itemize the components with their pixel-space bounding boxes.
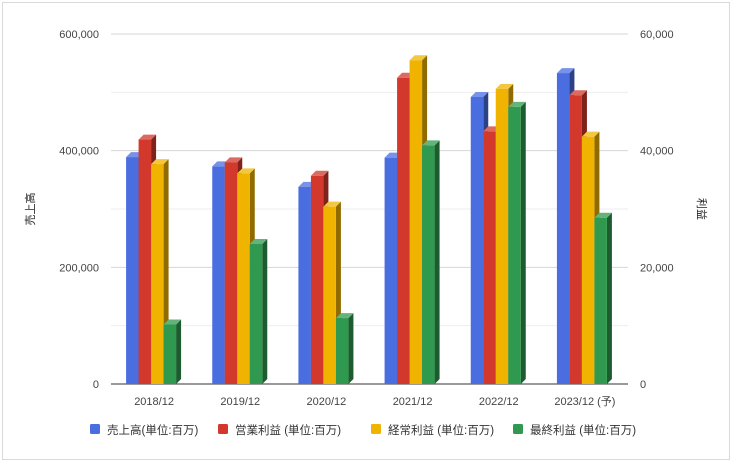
legend-swatch — [218, 424, 228, 434]
bar-3-0 — [163, 319, 182, 384]
legend-item: 売上高(単位:百万) — [90, 423, 199, 437]
y-right-axis-ticks: 0 20,000 40,000 60,000 — [640, 29, 674, 391]
y-left-tick-label: 400,000 — [59, 146, 99, 158]
bar-3-1 — [249, 239, 268, 384]
x-tick-label: 2022/12 — [479, 396, 519, 408]
y-right-tick-label: 60,000 — [640, 29, 674, 41]
y-right-tick-label: 20,000 — [640, 262, 674, 274]
bar-3-5 — [594, 212, 612, 384]
y-right-tick-label: 40,000 — [640, 146, 674, 158]
legend: 売上高(単位:百万) 営業利益 (単位:百万) 経常利益 (単位:百万) 最終利益 (… — [90, 423, 636, 437]
y-left-tick-label: 200,000 — [59, 262, 99, 274]
y-left-tick-label: 0 — [93, 379, 99, 391]
legend-label: 最終利益 (単位:百万) — [530, 423, 636, 437]
y-left-axis-ticks: 0 200,000 400,000 600,000 — [59, 29, 99, 391]
bar-3-2 — [335, 313, 354, 384]
bar-3-4 — [508, 101, 526, 385]
legend-swatch — [513, 424, 523, 434]
bar-series — [126, 55, 612, 385]
legend-label: 売上高(単位:百万) — [107, 423, 199, 437]
y-right-tick-label: 0 — [640, 379, 646, 391]
x-tick-label: 2020/12 — [307, 396, 347, 408]
legend-swatch — [90, 424, 100, 434]
legend-label: 営業利益 (単位:百万) — [235, 423, 341, 437]
legend-item: 営業利益 (単位:百万) — [218, 423, 341, 437]
x-tick-label: 2019/12 — [220, 396, 260, 408]
legend-swatch — [371, 424, 381, 434]
legend-label: 経常利益 (単位:百万) — [388, 423, 494, 437]
bar-3-3 — [422, 140, 440, 384]
gridlines — [111, 33, 628, 385]
y-left-axis-title: 売上高 — [23, 193, 37, 226]
x-tick-label: 2018/12 — [134, 396, 174, 408]
x-axis-ticks: 2018/12 2019/12 2020/12 2021/12 2022/12 2023/… — [134, 395, 615, 408]
y-right-axis-title: 利益 — [695, 198, 709, 220]
legend-item: 最終利益 (単位:百万) — [513, 423, 636, 437]
x-tick-label: 2021/12 — [393, 396, 433, 408]
x-tick-label: 2023/12 (予) — [554, 395, 615, 408]
legend-item: 経常利益 (単位:百万) — [371, 423, 494, 437]
y-left-tick-label: 600,000 — [59, 29, 99, 41]
